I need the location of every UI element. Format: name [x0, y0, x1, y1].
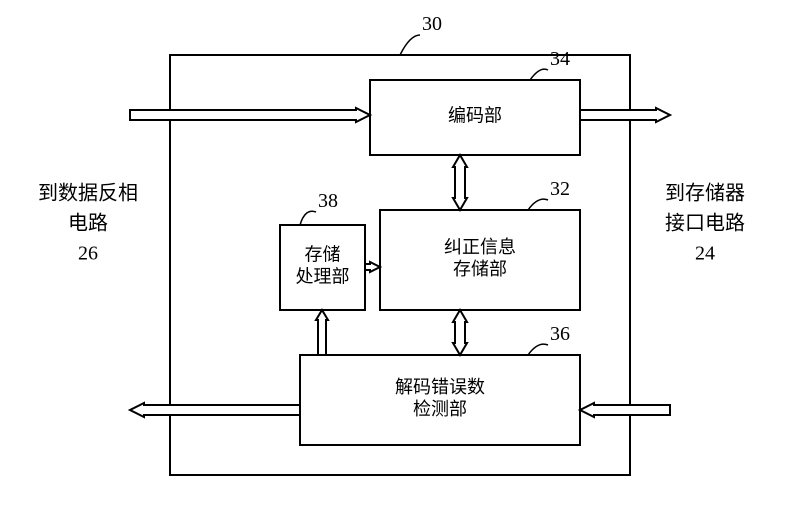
- arrow: [365, 262, 380, 272]
- block-label: 存储部: [453, 259, 507, 279]
- block-label: 处理部: [296, 267, 350, 287]
- block-corr: 纠正信息存储部: [380, 210, 580, 310]
- arrow: [580, 108, 670, 122]
- ref-leader: [530, 69, 548, 80]
- left-side-label: 电路: [68, 212, 108, 235]
- block-label: 纠正信息: [444, 237, 516, 257]
- left-side-label: 到数据反相: [38, 182, 138, 205]
- right-side-label: 接口电路: [665, 212, 745, 235]
- ref-leader: [528, 344, 548, 355]
- diagram-canvas: 3034323836编码部纠正信息存储部存储处理部解码错误数检测部到数据反相电路…: [0, 0, 800, 525]
- elbow-arrow: [316, 310, 328, 355]
- ref-number: 38: [318, 190, 338, 212]
- block-decoder: 解码错误数检测部: [300, 355, 580, 445]
- right-side-label: 24: [695, 243, 715, 265]
- arrow: [130, 403, 300, 417]
- ref-number: 30: [422, 13, 442, 35]
- arrow: [580, 403, 670, 417]
- ref-number: 36: [550, 323, 570, 345]
- ref-number: 32: [550, 178, 570, 200]
- ref-leader: [400, 35, 420, 55]
- block-store: 存储处理部: [280, 225, 365, 310]
- left-side-label: 26: [78, 243, 98, 265]
- double-arrow: [453, 155, 467, 210]
- ref-leader: [300, 211, 316, 225]
- ref-leader: [528, 199, 548, 210]
- block-label: 存储: [305, 245, 341, 265]
- block-label: 编码部: [448, 106, 502, 126]
- ref-number: 34: [550, 48, 570, 70]
- block-encoder: 编码部: [370, 80, 580, 155]
- block-label: 检测部: [413, 399, 467, 419]
- double-arrow: [453, 310, 467, 355]
- right-side-label: 到存储器: [665, 182, 745, 205]
- arrow: [130, 108, 370, 122]
- block-label: 解码错误数: [395, 377, 485, 397]
